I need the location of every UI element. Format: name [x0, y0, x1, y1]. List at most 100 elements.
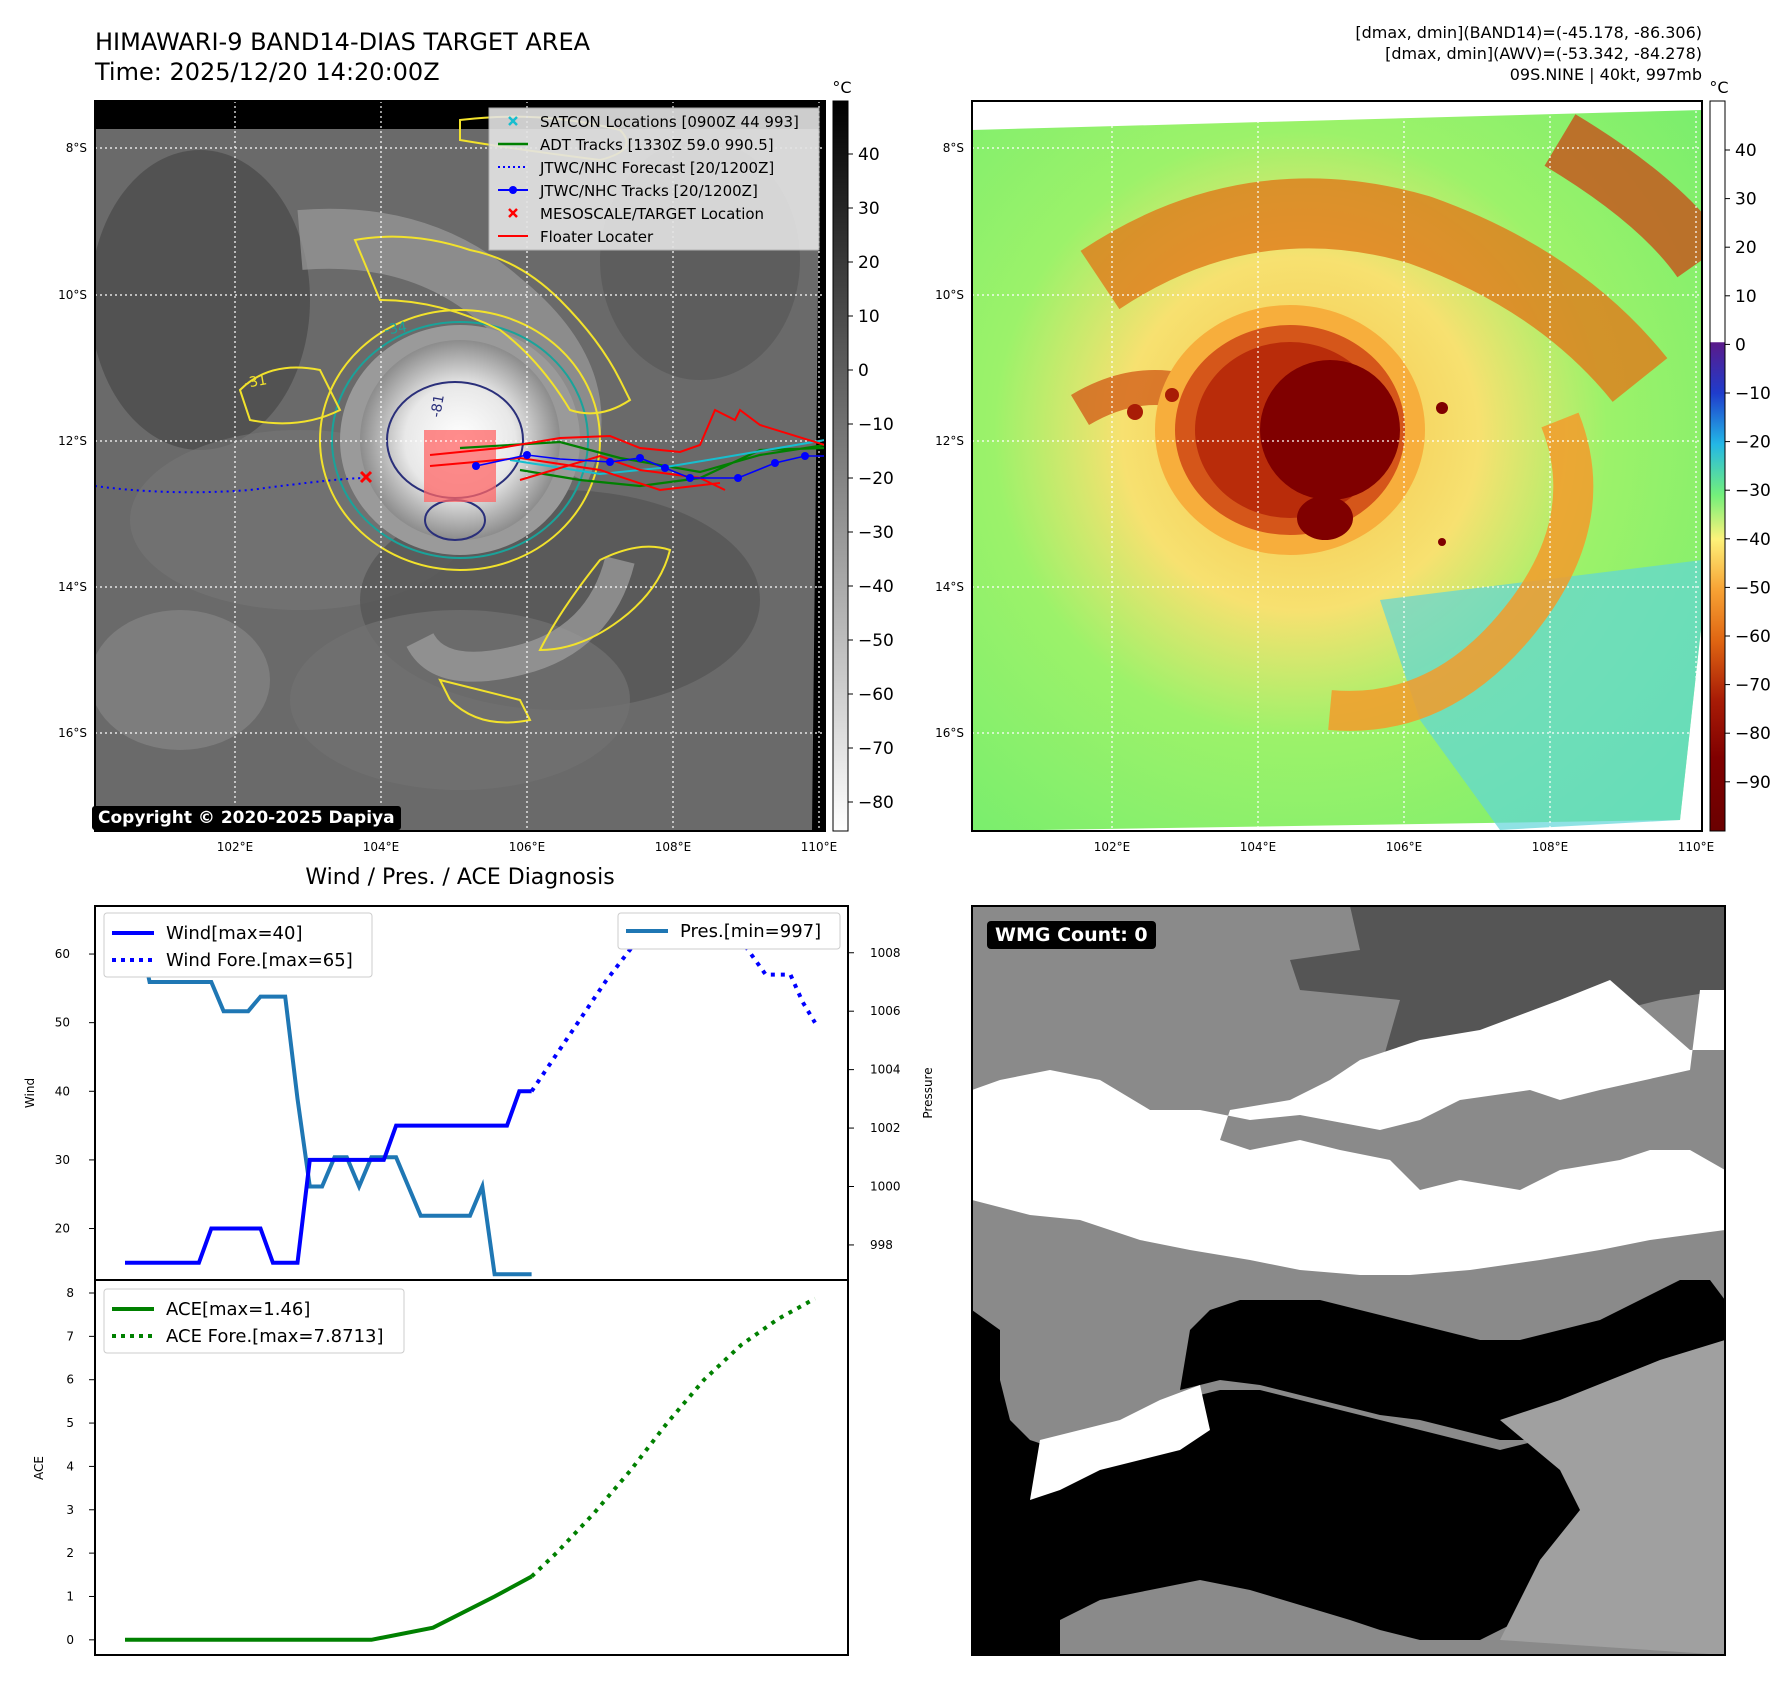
legend-pressure: Pres.[min=997] — [680, 921, 821, 942]
info-band14: [dmax, dmin](BAND14)=(-45.178, -86.306) — [1355, 23, 1702, 42]
ace-legend: ACE[max=1.46] ACE Fore.[max=7.8713] — [103, 1288, 405, 1354]
lon-label-104e-right: 104°E — [1240, 840, 1277, 854]
ace-forecast-line — [530, 1296, 816, 1578]
floater-locater-line — [429, 408, 825, 492]
info-awv: [dmax, dmin](AWV)=(-53.342, -84.278) — [1385, 44, 1702, 63]
pressure-tick-label: 1002 — [870, 1121, 901, 1135]
colorbar-right-tick-label: 40 — [1735, 141, 1757, 161]
lat-label-14s: 14°S — [58, 580, 87, 594]
colorbar-right-tick-label: −50 — [1735, 578, 1771, 598]
colorbar-right-tick-label: −70 — [1735, 676, 1771, 696]
lat-label-16s: 16°S — [58, 726, 87, 740]
lat-label-8s-right: 8°S — [943, 141, 964, 155]
colorbar-enhanced: °C 40 30 20 10 0 −10 −20 −30 −40 −50 −60 −70 −80 −90 — [1709, 78, 1771, 832]
lat-label-16s-right: 16°S — [935, 726, 964, 740]
colorbar-left-tick-label: 40 — [858, 145, 880, 165]
colorbar-right-tick-label: 0 — [1735, 335, 1746, 355]
colorbar-left-tick-label: −70 — [858, 739, 894, 759]
wind-tick-label: 30 — [55, 1153, 70, 1167]
diagnosis-title: Wind / Pres. / ACE Diagnosis — [305, 865, 614, 890]
lon-label-104e: 104°E — [363, 840, 400, 854]
figure-time: Time: 2025/12/20 14:20:00Z — [94, 58, 440, 86]
legend-jtwc-tracks: JTWC/NHC Tracks [20/1200Z] — [539, 182, 758, 200]
colorbar-left-tick-label: −80 — [858, 793, 894, 813]
colorbar-left-tick-label: −30 — [858, 523, 894, 543]
colorbar-unit: °C — [832, 78, 851, 97]
ace-tick-label: 6 — [66, 1373, 74, 1387]
colorbar-grayscale: °C 40 30 20 10 0 −10 −20 −30 −40 −50 −60 −70 −80 — [832, 78, 894, 832]
colorbar-left-tick-label: −10 — [858, 415, 894, 435]
map-legend: SATCON Locations [0900Z 44 993] ADT Trac… — [488, 107, 820, 251]
colorbar-right-tick-label: 30 — [1735, 190, 1757, 210]
ace-tick-label: 1 — [66, 1589, 74, 1603]
enhanced-ir-panel — [972, 101, 1702, 831]
legend-jtwc-forecast: JTWC/NHC Forecast [20/1200Z] — [539, 159, 774, 177]
info-storm: 09S.NINE | 40kt, 997mb — [1510, 65, 1702, 84]
pressure-tick-label: 998 — [870, 1238, 893, 1252]
ace-tick-label: 4 — [66, 1459, 74, 1473]
wind-forecast-line — [529, 917, 817, 1093]
pressure-tick-label: 1000 — [870, 1180, 901, 1194]
colorbar-left-tick-label: 20 — [858, 253, 880, 273]
lon-label-102e-right: 102°E — [1094, 840, 1131, 854]
pressure-tick-label: 1006 — [870, 1004, 901, 1018]
colorbar-right-tick-label: −40 — [1735, 530, 1771, 550]
legend-mesoscale: MESOSCALE/TARGET Location — [540, 205, 764, 223]
lon-label-102e: 102°E — [217, 840, 254, 854]
ace-axis-label: ACE — [32, 1456, 46, 1480]
ir-map-panel: -31 -34 -81 — [95, 101, 825, 831]
lat-label-8s: 8°S — [66, 141, 87, 155]
colorbar-left-tick-label: −60 — [858, 685, 894, 705]
colorbar-left-tick-label: 0 — [858, 361, 869, 381]
copyright-badge: Copyright © 2020-2025 Dapiya — [92, 806, 401, 830]
wind-tick-label: 40 — [55, 1084, 70, 1098]
wind-pressure-chart: Wind Pressure 20 30 40 50 60 998 1000 1002 1004… — [23, 905, 935, 1281]
ace-tick-label: 7 — [66, 1329, 74, 1343]
ace-line — [125, 1574, 533, 1642]
ace-tick-label: 0 — [66, 1633, 74, 1647]
pressure-axis-label: Pressure — [921, 1067, 935, 1118]
lon-label-108e: 108°E — [655, 840, 692, 854]
pressure-legend: Pres.[min=997] — [617, 912, 841, 950]
colorbar-left-tick-label: −20 — [858, 469, 894, 489]
ace-tick-label: 8 — [66, 1286, 74, 1300]
lon-label-106e-right: 106°E — [1386, 840, 1423, 854]
colorbar-right-tick-label: −60 — [1735, 627, 1771, 647]
jtwc-forecast-line — [95, 477, 367, 494]
legend-wind: Wind[max=40] — [166, 923, 303, 944]
colorbar-right-tick-label: 10 — [1735, 287, 1757, 307]
legend-floater: Floater Locater — [540, 228, 654, 246]
lat-label-10s-right: 10°S — [935, 288, 964, 302]
legend-ace-forecast: ACE Fore.[max=7.8713] — [166, 1326, 384, 1347]
wind-tick-label: 20 — [55, 1222, 70, 1236]
legend-ace: ACE[max=1.46] — [166, 1299, 310, 1320]
wind-line — [125, 1089, 532, 1265]
colorbar-left-tick-label: −50 — [858, 631, 894, 651]
lon-label-108e-right: 108°E — [1532, 840, 1569, 854]
colorbar-left-tick-label: 30 — [858, 199, 880, 219]
ace-tick-label: 2 — [66, 1546, 74, 1560]
wmg-count-badge: WMG Count: 0 — [987, 921, 1156, 949]
colorbar-left-tick-label: 10 — [858, 307, 880, 327]
ace-chart: ACE 0 1 2 3 4 5 6 7 8 ACE[max=1.46] ACE Fore.[ma… — [32, 1279, 849, 1656]
colorbar-left-tick-label: −40 — [858, 577, 894, 597]
contour-label-81: -81 — [428, 393, 448, 418]
pressure-line — [125, 921, 532, 1277]
legend-wind-forecast: Wind Fore.[max=65] — [166, 950, 353, 971]
colorbar-right-tick-label: 20 — [1735, 238, 1757, 258]
figure-title: HIMAWARI-9 BAND14-DIAS TARGET AREA — [95, 28, 591, 56]
contour-label-34: -34 — [383, 319, 408, 339]
ace-tick-label: 5 — [66, 1416, 74, 1430]
contour-label-31: -31 — [243, 372, 268, 392]
pressure-tick-label: 1004 — [870, 1063, 901, 1077]
wind-legend: Wind[max=40] Wind Fore.[max=65] — [103, 912, 373, 978]
lon-label-110e-right: 110°E — [1678, 840, 1715, 854]
lat-label-14s-right: 14°S — [935, 580, 964, 594]
colorbar-unit-right: °C — [1709, 78, 1728, 97]
target-location-marker — [359, 470, 373, 484]
lat-label-12s-right: 12°S — [935, 434, 964, 448]
legend-satcon: SATCON Locations [0900Z 44 993] — [540, 113, 799, 131]
wind-tick-label: 50 — [55, 1016, 70, 1030]
pressure-tick-label: 1008 — [870, 946, 901, 960]
